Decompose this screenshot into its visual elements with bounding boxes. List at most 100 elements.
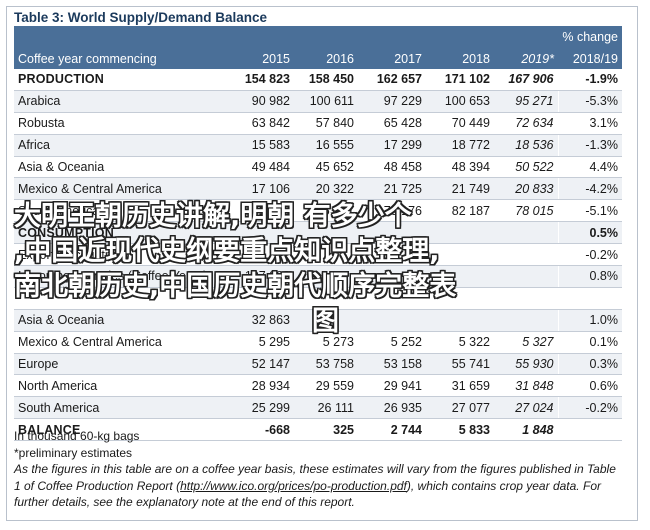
row-label: Exporting countries — [14, 243, 216, 267]
watermark-line: 图 — [312, 306, 339, 337]
pct-change-cell: 0.6% — [557, 374, 622, 398]
value-cell: 26 935 — [358, 396, 426, 420]
row-label: Arabica — [14, 90, 216, 113]
table-title: Table 3: World Supply/Demand Balance — [14, 10, 268, 25]
table-row: BALANCE -668 325 2 744 5 833 1 848 — [14, 418, 622, 442]
value-cell: 100 611 — [294, 90, 358, 113]
value-cell: 95 271 — [494, 90, 558, 113]
value-cell: 15 583 — [216, 134, 294, 157]
row-label — [14, 287, 216, 310]
watermark-line: 南北朝历史,中国历史朝代顺序完整表 — [14, 271, 457, 302]
value-cell: 2 744 — [358, 418, 426, 442]
value-cell: 52 147 — [216, 353, 294, 376]
value-cell — [294, 287, 358, 310]
value-cell: 29 941 — [358, 374, 426, 398]
pct-change-cell — [557, 287, 622, 310]
value-cell: 5 327 — [494, 331, 558, 354]
value-cell: 158 450 — [294, 69, 358, 91]
value-cell: 325 — [294, 418, 358, 442]
value-cell — [494, 309, 558, 332]
value-cell — [294, 243, 358, 267]
table-row: Robusta 63 842 57 840 65 428 70 449 72 634 3.1… — [14, 112, 622, 135]
value-cell: 5 252 — [358, 331, 426, 354]
value-cell: 171 102 — [426, 69, 494, 91]
value-cell: 5 295 — [216, 331, 294, 354]
value-cell: 63 842 — [216, 112, 294, 135]
explanatory-note: As the figures in this table are on a co… — [14, 461, 624, 511]
value-cell — [494, 221, 558, 245]
pct-change-cell — [557, 418, 622, 442]
value-cell: 75 921 — [294, 199, 358, 223]
table-row: North America 28 934 29 559 29 941 31 659 31 … — [14, 374, 622, 398]
value-cell: 28 934 — [216, 374, 294, 398]
row-label: Asia & Oceania — [14, 156, 216, 179]
value-cell: 5 273 — [294, 331, 358, 354]
value-cell: 78 015 — [494, 199, 558, 223]
row-label: Europe — [14, 353, 216, 376]
value-cell: 17 106 — [216, 177, 294, 201]
year-header: 2016 — [294, 47, 358, 69]
prelim-note: *preliminary estimates — [14, 445, 133, 460]
pct-change-cell: 0.8% — [557, 265, 622, 288]
value-cell: -668 — [216, 418, 294, 442]
value-cell: 53 158 — [358, 353, 426, 376]
row-label: Mexico & Central America — [14, 331, 216, 354]
value-cell: 53 758 — [294, 353, 358, 376]
pct-change-cell: 0.1% — [557, 331, 622, 354]
value-cell — [494, 287, 558, 310]
value-cell: 18 772 — [426, 134, 494, 157]
value-cell: 26 111 — [294, 396, 358, 420]
supply-demand-table: % change Coffee year commencing 2015 201… — [14, 26, 622, 442]
value-cell — [426, 309, 494, 332]
value-cell: 5 322 — [426, 331, 494, 354]
note-text: For further details, see the explanatory… — [14, 478, 601, 510]
value-cell — [426, 287, 494, 310]
pct-change-header: % change — [558, 26, 622, 47]
header-blank — [14, 26, 216, 47]
table-row: South America 72 649 75 921 75 176 82 187 78 … — [14, 199, 622, 223]
value-cell — [426, 221, 494, 245]
value-cell — [216, 243, 294, 267]
year-header: 2018 — [426, 47, 494, 69]
row-label: South America — [14, 199, 216, 223]
pct-change-cell: -0.2% — [557, 396, 622, 420]
value-cell: 45 652 — [294, 156, 358, 179]
table-notes: In thousand 60-kg bags *preliminary esti… — [14, 428, 624, 511]
value-cell — [358, 243, 426, 267]
pct-change-cell: -5.1% — [557, 199, 622, 223]
row-label: Importing countries (Coffee Years) — [14, 265, 216, 288]
value-cell: 100 653 — [426, 90, 494, 113]
value-cell: 21 725 — [358, 177, 426, 201]
value-cell: 27 077 — [426, 396, 494, 420]
table-row: Asia & Oceania 32 863 1.0% — [14, 309, 622, 332]
row-label: Mexico & Central America — [14, 177, 216, 201]
watermark-line: ,中国近现代史纲要重点知识点整理, — [14, 236, 440, 267]
value-cell: 167 906 — [494, 69, 558, 91]
value-cell: 21 749 — [426, 177, 494, 201]
pct-change-cell: 0.5% — [557, 221, 622, 245]
value-cell: 32 863 — [216, 309, 294, 332]
value-cell: 162 657 — [358, 69, 426, 91]
pct-change-cell: 3.1% — [557, 112, 622, 135]
pct-change-cell: 0.3% — [557, 353, 622, 376]
row-label: PRODUCTION — [14, 69, 216, 91]
value-cell — [426, 265, 494, 288]
value-cell: 107 093 — [216, 265, 294, 288]
value-cell: 65 428 — [358, 112, 426, 135]
row-label: Asia & Oceania — [14, 309, 216, 332]
year-header: 2017 — [358, 47, 426, 69]
row-label: CONSUMPTION — [14, 221, 216, 245]
value-cell — [294, 221, 358, 245]
value-cell: 75 176 — [358, 199, 426, 223]
watermark-line: 大明王朝历史讲解,明朝 有多少个 — [14, 201, 412, 232]
unit-note: In thousand 60-kg bags — [14, 429, 140, 443]
coffee-year-header: Coffee year commencing — [14, 47, 216, 69]
pct-change-cell: -5.3% — [557, 90, 622, 113]
value-cell — [216, 287, 294, 310]
value-cell: 72 649 — [216, 199, 294, 223]
production-report-link[interactable]: http://www.ico.org/prices/po-production.… — [180, 478, 407, 493]
table-row: Importing countries (Coffee Years) 107 09… — [14, 265, 622, 288]
table-row: Asia & Oceania 49 484 45 652 48 458 48 394 50… — [14, 156, 622, 179]
value-cell: 50 522 — [494, 156, 558, 179]
value-cell — [216, 221, 294, 245]
